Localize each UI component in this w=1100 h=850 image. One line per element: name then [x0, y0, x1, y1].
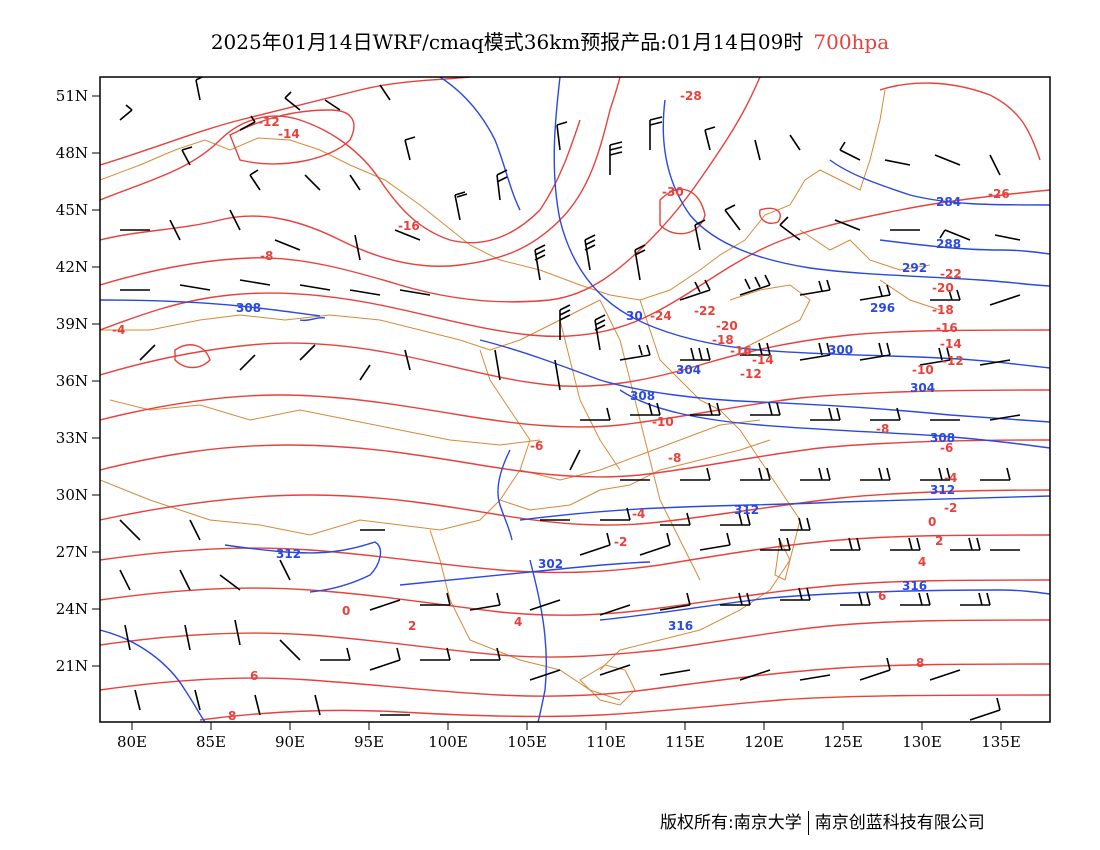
temp-label: -8: [876, 422, 889, 436]
temp-label: -10: [912, 363, 934, 377]
lat-label: 39N: [55, 315, 88, 333]
height-label: 316: [902, 579, 927, 593]
temp-label: -20: [716, 319, 738, 333]
height-label: 316: [668, 619, 693, 633]
height-label: 302: [538, 557, 563, 571]
temp-label: -22: [694, 304, 716, 318]
border-layer: [100, 89, 941, 706]
temperature-contours: [100, 77, 1050, 721]
lon-label: 85E: [195, 733, 227, 751]
lon-label: 90E: [274, 733, 306, 751]
lon-label: 95E: [353, 733, 385, 751]
temp-label: -2: [614, 535, 627, 549]
temp-label: 0: [928, 515, 936, 529]
temp-label: -20: [932, 281, 954, 295]
temp-label: -24: [650, 309, 672, 323]
temp-label: 4: [918, 555, 926, 569]
temp-label: 2: [408, 619, 416, 633]
temp-label: -14: [752, 353, 774, 367]
lon-label: 135E: [981, 733, 1021, 751]
lat-label: 36N: [55, 372, 88, 390]
title-level: 700hpa: [813, 30, 890, 54]
height-label: 304: [676, 363, 701, 377]
height-label: 288: [936, 237, 961, 251]
height-label: 300: [828, 343, 853, 357]
height-label: 296: [870, 301, 895, 315]
temp-label: 2: [935, 534, 943, 548]
lat-label: 45N: [55, 201, 88, 219]
lat-label: 21N: [55, 657, 88, 675]
temp-label: -16: [730, 344, 752, 358]
title-main: 2025年01月14日WRF/cmaq模式36km预报产品:01月14日09时: [210, 30, 804, 54]
height-label: 308: [930, 431, 955, 445]
temp-label: 4: [514, 615, 522, 629]
temp-label: 0: [342, 604, 350, 618]
height-label: 292: [902, 261, 927, 275]
temp-label: -14: [940, 337, 962, 351]
temp-label: -10: [652, 415, 674, 429]
copyright-footer: 版权所有:南京大学 南京创蓝科技有限公司: [660, 808, 985, 835]
temp-label: 6: [250, 669, 258, 683]
temp-label: 8: [228, 709, 236, 723]
lon-label: 125E: [823, 733, 863, 751]
temp-label: -8: [668, 451, 681, 465]
temp-label: -4: [944, 471, 957, 485]
temp-label: -22: [940, 267, 962, 281]
wind-barbs: [119, 77, 1021, 721]
height-label: 30: [626, 309, 643, 323]
lat-label: 51N: [55, 87, 88, 105]
temp-label: -12: [740, 367, 762, 381]
plot-frame: [99, 76, 1051, 723]
lat-label: 48N: [55, 144, 88, 162]
height-label: 304: [910, 381, 935, 395]
height-label: 308: [236, 301, 261, 315]
lon-label: 80E: [116, 733, 148, 751]
temp-label: -28: [680, 89, 702, 103]
lon-label: 130E: [902, 733, 942, 751]
temp-label: -16: [936, 321, 958, 335]
map-title: 2025年01月14日WRF/cmaq模式36km预报产品:01月14日09时 7…: [0, 26, 1100, 55]
lat-label: 24N: [55, 600, 88, 618]
temperature-labels: -12 -14 -16 -8 -4 -28 -30 -26 -24 -22 -2…: [112, 89, 1010, 723]
temp-label: -4: [632, 507, 645, 521]
company-name: 南京创蓝科技有限公司: [814, 813, 985, 833]
lon-label: 120E: [744, 733, 784, 751]
temp-label: -6: [530, 439, 543, 453]
temp-label: -12: [258, 115, 280, 129]
temp-label: -14: [278, 127, 300, 141]
temp-label: -6: [940, 441, 953, 455]
lat-label: 33N: [55, 429, 88, 447]
height-label: 284: [936, 195, 961, 209]
temp-label: -2: [944, 501, 957, 515]
temp-label: 8: [916, 656, 924, 670]
copyright-text: 版权所有:南京大学: [660, 813, 802, 833]
lon-label: 110E: [586, 733, 626, 751]
lat-label: 27N: [55, 543, 88, 561]
height-label: 308: [630, 389, 655, 403]
height-labels: 308 284 288 292 296 300 304 308 312 312 …: [236, 195, 961, 633]
lat-label: 30N: [55, 486, 88, 504]
lon-label: 100E: [428, 733, 468, 751]
height-contours: [100, 77, 1050, 722]
temp-label: -12: [942, 354, 964, 368]
temp-label: -4: [112, 323, 125, 337]
temp-label: -30: [662, 185, 684, 199]
footer-divider: [807, 811, 809, 835]
lat-label: 42N: [55, 258, 88, 276]
lon-label: 105E: [507, 733, 547, 751]
lon-label: 115E: [665, 733, 705, 751]
temp-label: -18: [712, 333, 734, 347]
axis-ticks: [92, 95, 1002, 730]
temp-label: 6: [878, 589, 886, 603]
temp-label: -26: [988, 187, 1010, 201]
temp-label: -18: [932, 303, 954, 317]
temp-label: -8: [260, 249, 273, 263]
temp-label: -16: [398, 219, 420, 233]
height-label: 312: [734, 503, 759, 517]
height-label: 312: [930, 483, 955, 497]
height-label: 312: [276, 547, 301, 561]
